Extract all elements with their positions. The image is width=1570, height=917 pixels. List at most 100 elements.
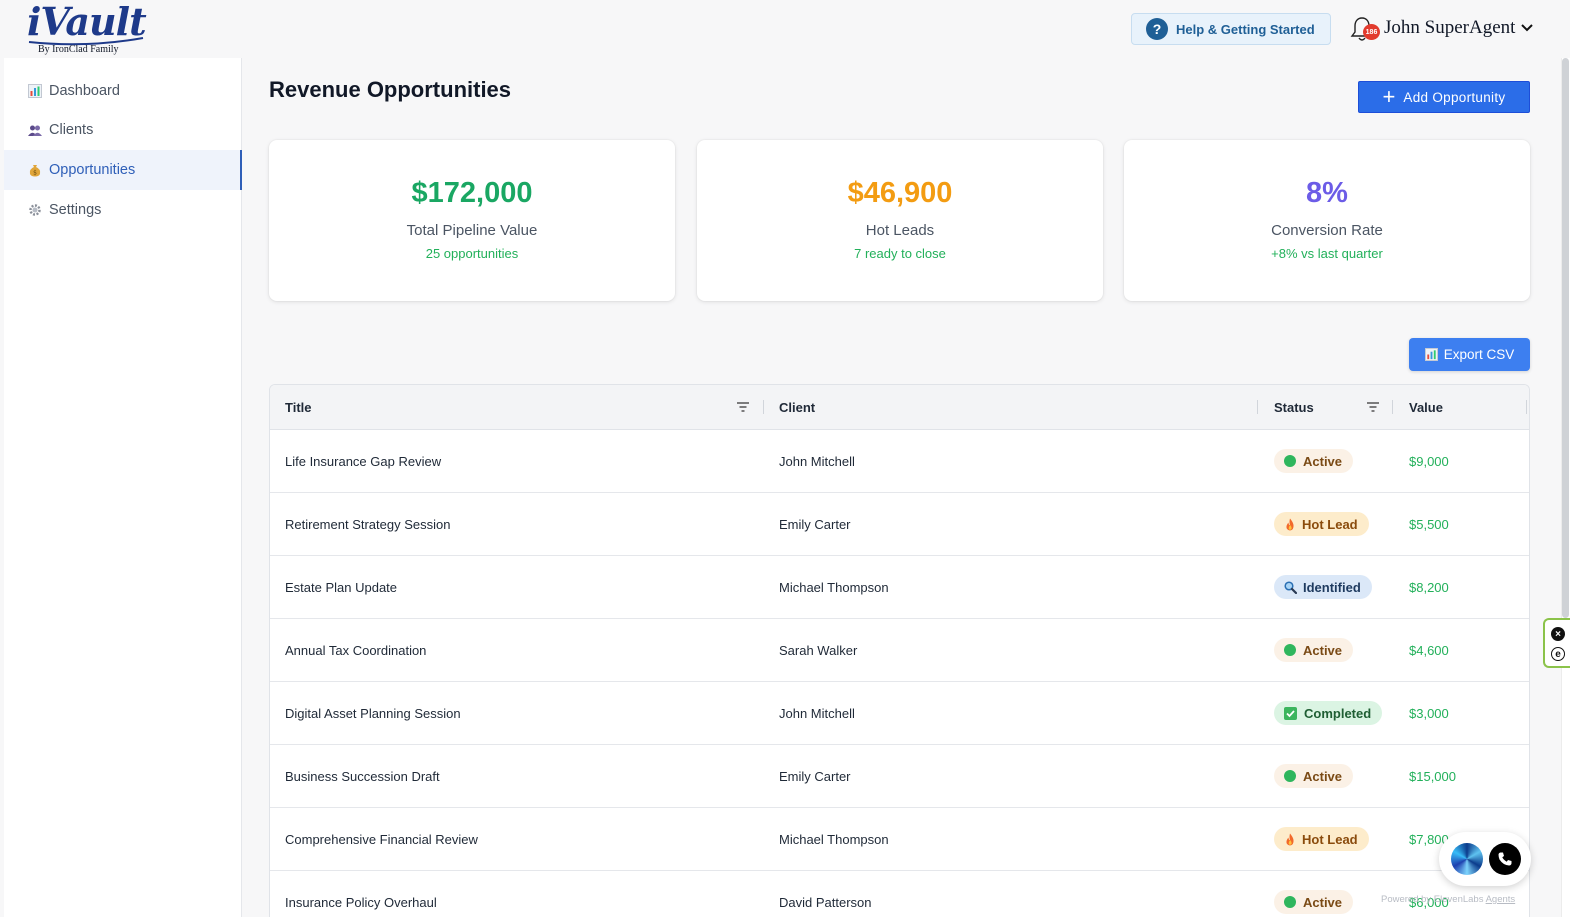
stat-card-conversion: 8% Conversion Rate +8% vs last quarter — [1124, 140, 1530, 301]
cell-client: John Mitchell — [779, 453, 855, 469]
column-divider[interactable] — [763, 400, 764, 414]
stat-label: Hot Leads — [865, 222, 935, 239]
status-label: Completed — [1304, 705, 1372, 721]
powered-by-link[interactable]: Agents — [1485, 894, 1516, 905]
logo-tagline: By IronClad Family — [38, 44, 119, 55]
user-menu[interactable]: John SuperAgent — [1384, 17, 1534, 39]
status-label: Active — [1303, 642, 1343, 658]
notification-badge: 186 — [1363, 24, 1380, 40]
cell-title: Annual Tax Coordination — [285, 642, 427, 658]
cell-client: John Mitchell — [779, 705, 855, 721]
status-label: Active — [1303, 768, 1343, 784]
stat-value: 8% — [1306, 177, 1348, 209]
table-row[interactable]: Life Insurance Gap Review John Mitchell … — [270, 430, 1529, 493]
cell-status: Hot Lead — [1274, 493, 1369, 555]
logo-swoosh-icon — [28, 37, 144, 46]
status-badge: Identified — [1274, 575, 1372, 599]
status-badge: Active — [1274, 449, 1354, 473]
cell-title: Estate Plan Update — [285, 579, 398, 595]
status-label: Hot Lead — [1302, 831, 1358, 847]
column-header-client[interactable]: Client — [779, 400, 816, 415]
table-row[interactable]: Annual Tax Coordination Sarah Walker Act… — [270, 619, 1529, 682]
status-label: Hot Lead — [1302, 516, 1358, 532]
export-csv-button[interactable]: Export CSV — [1409, 338, 1530, 371]
powered-by-prefix: Powered by ElevenLabs — [1381, 894, 1484, 905]
voice-agent-widget — [1439, 832, 1531, 886]
sidebar-item-clients[interactable]: Clients — [4, 110, 242, 150]
column-header-title[interactable]: Title — [285, 400, 312, 415]
stat-subtext: +8% vs last quarter — [1271, 246, 1383, 261]
column-header-value[interactable]: Value — [1409, 400, 1443, 415]
status-badge: Hot Lead — [1274, 827, 1369, 851]
column-divider[interactable] — [1257, 400, 1258, 414]
sidebar-item-label: Clients — [49, 122, 94, 138]
cell-status: Active — [1274, 430, 1354, 492]
extension-logo-icon[interactable]: e — [1551, 647, 1565, 661]
people-icon — [28, 125, 42, 136]
user-name: John SuperAgent — [1384, 17, 1516, 38]
table-row[interactable]: Insurance Policy Overhaul David Patterso… — [270, 871, 1529, 917]
check-box-icon — [1284, 706, 1297, 720]
opportunities-table: Title Client Status Value Life Insurance… — [269, 384, 1530, 917]
ivault-logo[interactable]: iVault By IronClad Family — [27, 2, 147, 56]
help-getting-started-button[interactable]: ? Help & Getting Started — [1131, 13, 1331, 45]
fire-icon — [1286, 518, 1294, 530]
status-label: Identified — [1303, 579, 1361, 595]
status-label: Active — [1303, 453, 1343, 469]
green-circle-icon — [1284, 770, 1296, 782]
close-icon[interactable]: × — [1551, 627, 1565, 641]
stat-value: $172,000 — [411, 177, 533, 209]
bar-chart-icon — [28, 84, 42, 98]
cell-value: $4,600 — [1409, 642, 1449, 658]
green-circle-icon — [1284, 644, 1296, 656]
stat-card-hot-leads: $46,900 Hot Leads 7 ready to close — [697, 140, 1103, 301]
sidebar-item-opportunities[interactable]: $ Opportunities — [4, 150, 242, 190]
stat-label: Conversion Rate — [1271, 222, 1383, 239]
column-divider[interactable] — [1392, 400, 1393, 414]
filter-icon[interactable] — [737, 402, 749, 412]
cell-title: Digital Asset Planning Session — [285, 705, 461, 721]
cell-client: David Patterson — [779, 894, 872, 910]
powered-by-text: Powered by ElevenLabs Agents — [1381, 894, 1515, 905]
sidebar-item-settings[interactable]: Settings — [4, 190, 242, 230]
column-divider[interactable] — [1526, 400, 1527, 414]
svg-text:$: $ — [33, 170, 37, 177]
sidebar-item-dashboard[interactable]: Dashboard — [4, 71, 242, 111]
cell-value: $15,000 — [1409, 768, 1456, 784]
stat-value: $46,900 — [847, 177, 953, 209]
table-row[interactable]: Business Succession Draft Emily Carter A… — [270, 745, 1529, 808]
agent-orb-icon[interactable] — [1451, 843, 1483, 875]
cell-value: $5,500 — [1409, 516, 1449, 532]
filter-icon[interactable] — [1367, 402, 1379, 412]
sidebar-item-label: Dashboard — [49, 83, 120, 99]
cell-status: Completed — [1274, 682, 1383, 744]
page-scrollbar-thumb[interactable] — [1562, 58, 1569, 618]
export-csv-label: Export CSV — [1443, 347, 1515, 362]
status-label: Active — [1303, 894, 1343, 910]
table-row[interactable]: Digital Asset Planning Session John Mitc… — [270, 682, 1529, 745]
green-circle-icon — [1284, 896, 1296, 908]
sidebar: Dashboard Clients $ Opportunities Settin… — [4, 58, 242, 917]
bell-icon[interactable] — [1350, 15, 1374, 43]
logo-wordmark: iVault — [27, 0, 147, 44]
chevron-down-icon — [1521, 24, 1534, 32]
table-row[interactable]: Estate Plan Update Michael Thompson Iden… — [270, 556, 1529, 619]
help-label: Help & Getting Started — [1176, 21, 1315, 37]
page-title: Revenue Opportunities — [269, 77, 512, 102]
column-header-status[interactable]: Status — [1274, 400, 1314, 415]
add-opportunity-button[interactable]: + Add Opportunity — [1358, 81, 1530, 113]
cell-client: Michael Thompson — [779, 579, 889, 595]
cell-value: $3,000 — [1409, 705, 1449, 721]
table-row[interactable]: Retirement Strategy Session Emily Carter… — [270, 493, 1529, 556]
stat-card-pipeline: $172,000 Total Pipeline Value 25 opportu… — [269, 140, 675, 301]
extension-side-widget[interactable]: × e — [1543, 618, 1570, 668]
cell-value: $9,000 — [1409, 453, 1449, 469]
status-badge: Active — [1274, 638, 1354, 662]
cell-client: Sarah Walker — [779, 642, 858, 658]
stat-subtext: 7 ready to close — [854, 246, 946, 261]
table-row[interactable]: Comprehensive Financial Review Michael T… — [270, 808, 1529, 871]
call-button[interactable] — [1489, 843, 1521, 875]
cell-value: $8,200 — [1409, 579, 1449, 595]
table-header: Title Client Status Value — [270, 385, 1529, 430]
stat-subtext: 25 opportunities — [425, 246, 519, 261]
